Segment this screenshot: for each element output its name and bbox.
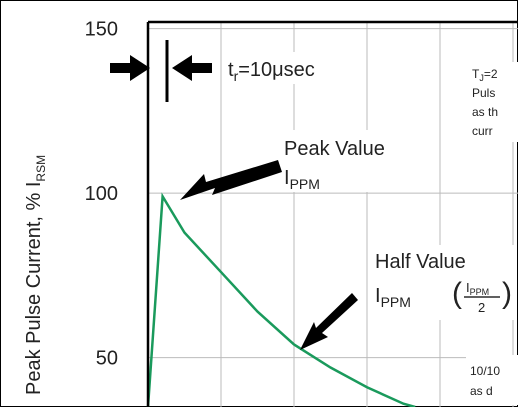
side-note: TJ=2 bbox=[472, 67, 498, 83]
arrow bbox=[180, 160, 282, 200]
y-tick-label: 150 bbox=[85, 19, 118, 41]
label-bg bbox=[468, 62, 518, 142]
y-axis-label: Peak Pulse Current, % IRSM bbox=[23, 155, 48, 395]
arrow bbox=[110, 55, 150, 81]
y-tick-label: 100 bbox=[85, 183, 118, 205]
label-bg bbox=[222, 52, 360, 84]
side-note: curr bbox=[472, 124, 493, 138]
arrow bbox=[172, 55, 212, 81]
label-bg bbox=[368, 245, 516, 320]
rise-label: tr=10μsec bbox=[228, 59, 315, 84]
series-line bbox=[146, 192, 416, 407]
label-bg bbox=[278, 130, 418, 192]
side-note: 10/10 bbox=[470, 364, 500, 378]
marks bbox=[146, 192, 416, 407]
half-frac-num: IPPM bbox=[466, 280, 489, 297]
half-label: IPPM bbox=[375, 285, 411, 310]
half-label: Half Value bbox=[375, 251, 466, 273]
y-tick-label: 50 bbox=[96, 348, 118, 370]
label-bg bbox=[466, 355, 518, 405]
paren: ) bbox=[502, 277, 512, 310]
side-note: as d bbox=[470, 384, 493, 398]
peak-label: Peak Value bbox=[284, 138, 385, 160]
arrow bbox=[300, 293, 358, 350]
paren: ( bbox=[452, 277, 462, 310]
peak-label: IPPM bbox=[284, 167, 320, 192]
side-note: Puls bbox=[472, 86, 495, 100]
side-note: as th bbox=[472, 105, 498, 119]
half-frac-den: 2 bbox=[478, 300, 485, 315]
